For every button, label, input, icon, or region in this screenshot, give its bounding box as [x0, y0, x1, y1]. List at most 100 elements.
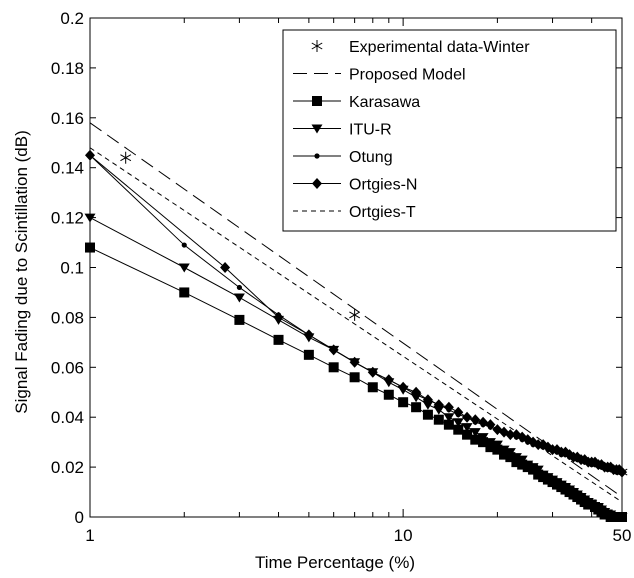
data-point-itu-r [504, 448, 516, 458]
data-point-ortgies-n [470, 414, 481, 426]
data-point-karasawa [367, 382, 378, 393]
data-point-itu-r [542, 473, 554, 483]
data-point-ortgies-n [505, 429, 516, 441]
data-point-otung [181, 242, 187, 248]
data-point-karasawa [85, 242, 95, 253]
data-point-itu-r [527, 463, 539, 473]
asterisk-stroke [311, 42, 323, 50]
data-point-ortgies-n [617, 466, 627, 478]
data-point-ortgies-n [478, 416, 489, 428]
legend-label: Proposed Model [349, 67, 466, 84]
legend: Experimental data-Winter Proposed Model Ka… [282, 29, 617, 232]
series-itu-r [84, 213, 628, 522]
data-point-itu-r [452, 418, 464, 428]
legend-label: Experimental data-Winter [349, 39, 530, 56]
x-tick-label: 50 [613, 526, 632, 545]
y-tick-label: 0.12 [51, 209, 84, 228]
legend-swatch-marker [312, 96, 322, 106]
x-axis-label: Time Percentage (%) [255, 553, 415, 572]
data-point-ortgies-n [85, 149, 95, 161]
legend-item-ortgies-n: Ortgies-N [293, 177, 417, 194]
data-point-ortgies-n [367, 366, 378, 378]
data-point-itu-r [477, 433, 489, 443]
data-point-itu-r [484, 438, 496, 448]
data-point-itu-r [537, 470, 549, 480]
data-point-ortgies-n [462, 411, 473, 423]
data-point-karasawa [383, 389, 394, 400]
data-point-karasawa [422, 409, 433, 420]
data-point-karasawa [433, 414, 444, 425]
legend-item-experimental-data-winter: Experimental data-Winter [311, 39, 530, 56]
legend-swatch-marker [311, 40, 323, 52]
data-point-itu-r [532, 465, 544, 475]
legend-box [282, 29, 617, 232]
data-point-itu-r [178, 263, 190, 273]
data-point-ortgies-n [383, 374, 394, 386]
data-point-itu-r [498, 445, 510, 455]
y-tick-label: 0.06 [51, 358, 84, 377]
data-point-otung [236, 284, 243, 291]
data-point-itu-r [551, 478, 563, 488]
asterisk-stroke [120, 154, 132, 162]
legend-label: Otung [349, 149, 393, 166]
series-line-ortgies-t [89, 147, 623, 503]
legend-label: Karasawa [349, 94, 420, 111]
data-point-karasawa [328, 362, 339, 373]
data-point-experimental-data-winter [349, 308, 361, 321]
y-tick-label: 0.14 [51, 159, 84, 178]
legend-label: Ortgies-T [349, 204, 416, 221]
legend-swatch-marker [312, 178, 322, 189]
x-tick-label: 10 [394, 526, 413, 545]
series-ortgies-t [89, 147, 623, 503]
data-point-karasawa [349, 372, 360, 383]
y-axis-label: Signal Fading due to Scintillation (dB) [12, 130, 31, 414]
y-tick-label: 0 [75, 508, 84, 527]
legend-label: ITU-R [349, 122, 392, 139]
data-point-itu-r [443, 413, 455, 423]
data-point-ortgies-n [273, 311, 284, 323]
data-point-ortgies-n [422, 394, 433, 406]
y-tick-label: 0.1 [60, 259, 84, 278]
legend-swatch-marker [314, 153, 320, 159]
legend-label: Ortgies-N [349, 177, 417, 194]
data-point-ortgies-n [220, 262, 231, 273]
series-ortgies-n [85, 149, 627, 478]
data-point-itu-r [516, 455, 528, 465]
data-point-karasawa [470, 434, 481, 445]
legend-item-karasawa: Karasawa [293, 94, 420, 111]
data-point-karasawa [303, 349, 314, 360]
data-point-ortgies-n [303, 329, 314, 341]
axes-layer: 0 0.02 0.04 0.06 0.08 0.1 0.12 0.14 0.16 0.18 0.2 1… [51, 9, 632, 545]
data-point-karasawa [453, 424, 464, 435]
data-point-itu-r [522, 460, 534, 470]
data-point-itu-r [469, 428, 481, 438]
x-tick-label: 1 [85, 526, 94, 545]
y-tick-label: 0.02 [51, 458, 84, 477]
y-tick-label: 0.04 [51, 408, 84, 427]
data-point-ortgies-n [328, 344, 339, 356]
data-point-ortgies-n [433, 399, 444, 411]
data-point-karasawa [398, 397, 409, 408]
data-point-ortgies-n [398, 381, 409, 393]
data-point-ortgies-n [485, 419, 496, 431]
series-proposed-model [89, 122, 623, 498]
data-point-ortgies-n [349, 356, 360, 368]
y-tick-label: 0.2 [60, 9, 84, 28]
data-point-karasawa [234, 314, 245, 325]
data-point-karasawa [179, 287, 190, 298]
series-karasawa [85, 242, 627, 522]
legend-item-ortgies-t: Ortgies-T [293, 204, 416, 221]
data-point-karasawa [462, 429, 473, 440]
y-tick-label: 0.18 [51, 59, 84, 78]
data-point-ortgies-n [411, 386, 422, 398]
data-point-ortgies-n [443, 401, 454, 413]
data-point-itu-r [491, 440, 503, 450]
series-line-proposed-model [89, 122, 623, 498]
legend-item-otung: Otung [293, 149, 393, 166]
y-tick-label: 0.08 [51, 308, 84, 327]
data-point-itu-r [616, 513, 628, 522]
series-layer [84, 122, 628, 522]
legend-item-itu-r: ITU-R [293, 122, 392, 139]
y-tick-label: 0.16 [51, 109, 84, 128]
